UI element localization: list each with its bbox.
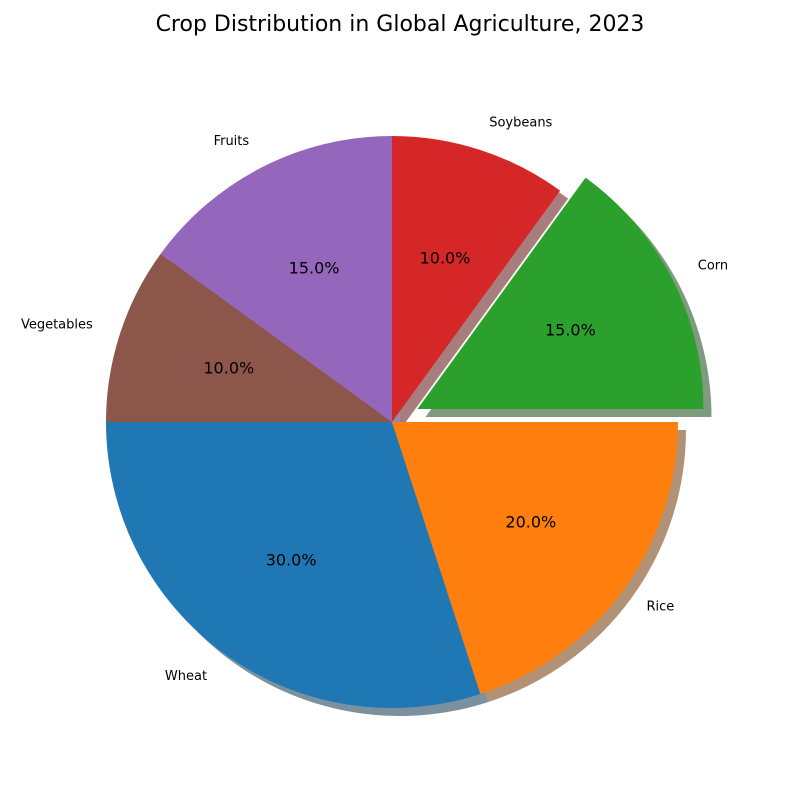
slice-percent-fruits: 15.0% [289,259,340,278]
slice-label-soybeans: Soybeans [489,115,552,130]
slice-fruits [160,136,392,422]
slice-percent-rice: 20.0% [505,512,556,531]
slice-wheat [106,422,481,708]
slice-percent-vegetables: 10.0% [203,358,254,377]
slice-label-corn: Corn [698,259,728,274]
slice-percent-soybeans: 10.0% [420,248,471,267]
slice-label-fruits: Fruits [214,134,250,149]
slice-label-rice: Rice [647,599,675,614]
slice-percent-corn: 15.0% [545,321,596,340]
slice-label-vegetables: Vegetables [21,317,93,332]
slice-soybeans [392,136,561,422]
slice-corn [417,177,704,410]
slice-rice [392,422,678,695]
chart-title: Crop Distribution in Global Agriculture,… [155,12,645,37]
slice-percent-wheat: 30.0% [266,550,317,569]
slice-vegetables [106,253,392,422]
slice-label-wheat: Wheat [165,669,207,684]
